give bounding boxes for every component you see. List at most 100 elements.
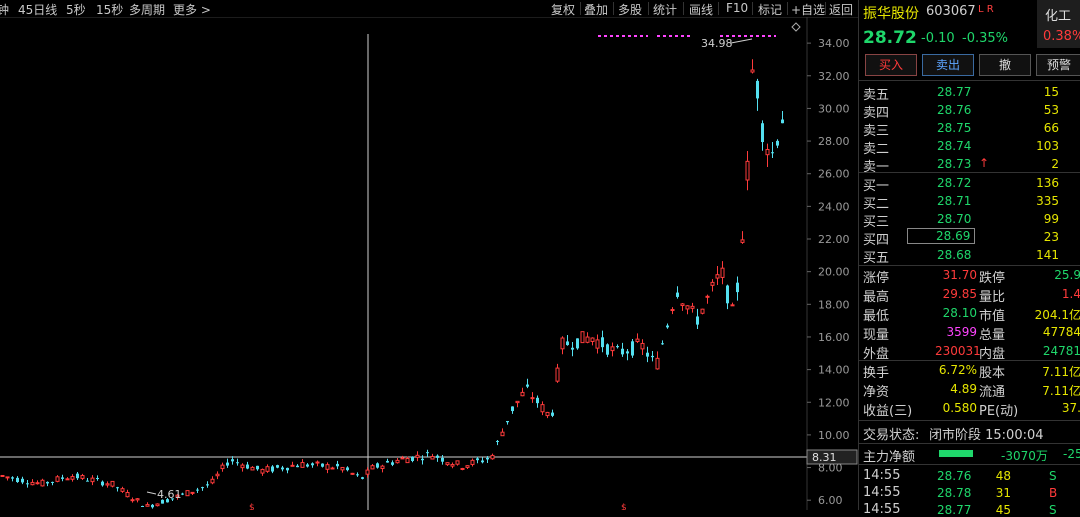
candle-body <box>540 404 545 413</box>
candle-body <box>631 341 634 356</box>
candle-body <box>666 325 669 328</box>
cancel-order-button[interactable]: 撤 <box>979 54 1031 76</box>
tick-volume: 45 <box>995 503 1011 517</box>
price-axis-label: 24.00 <box>818 200 850 213</box>
candle-body <box>281 467 284 470</box>
candle-body <box>315 461 320 464</box>
price-change-pct: -0.35% <box>962 31 1008 46</box>
candle-body <box>490 454 495 460</box>
candle-body <box>585 336 590 343</box>
candle-body <box>76 473 79 479</box>
tool-draw-line[interactable]: 画线 <box>689 3 714 17</box>
sector-box[interactable]: 化工 0.38% <box>1037 0 1080 48</box>
ask-level-label: 卖一 <box>863 160 890 175</box>
candle-body <box>430 456 435 460</box>
candle-body <box>506 420 509 423</box>
candle-body <box>391 462 394 465</box>
candle-body <box>400 457 405 460</box>
sector-name: 化工 <box>1045 9 1072 24</box>
quote-panel: 振华股份 603067 L R 化工 0.38% 28.72 -0.10 -0.… <box>858 0 1080 517</box>
period-5sec[interactable]: 5秒 <box>66 3 86 17</box>
period-multi[interactable]: 多周期 <box>129 3 166 17</box>
candle-body <box>110 480 115 487</box>
candle-body <box>515 400 520 404</box>
stat-value: 37. <box>1061 401 1080 415</box>
tick-side: S <box>1049 469 1057 483</box>
candle-body <box>340 466 345 471</box>
period-more[interactable]: 更多 > <box>173 3 211 17</box>
buy-button[interactable]: 买入 <box>865 54 917 76</box>
candle-body <box>756 80 759 99</box>
candle-body <box>125 492 130 498</box>
tool-multi-stock[interactable]: 多股 <box>618 3 643 17</box>
candle-body <box>680 303 685 307</box>
candle-body <box>601 337 604 348</box>
tick-price: 28.78 <box>937 486 972 500</box>
main-flow-label: 主力净额 <box>863 450 916 465</box>
sector-pct: 0.38% <box>1043 29 1080 44</box>
candle-body <box>555 367 560 382</box>
up-arrow-icon: ↑ <box>979 156 990 170</box>
tool-statistics[interactable]: 统计 <box>653 3 678 17</box>
candle-body <box>96 478 99 480</box>
candle-body <box>441 457 444 462</box>
candle-body <box>526 384 529 387</box>
tool-back[interactable]: 返回 <box>829 3 854 17</box>
price-axis-label: 6.00 <box>818 494 843 507</box>
candle-body <box>325 464 330 470</box>
candle-body <box>496 440 499 442</box>
ask-price: 28.76 <box>937 103 972 117</box>
candle-body <box>500 431 505 437</box>
stat-value: 230031 <box>935 344 981 358</box>
price-axis-label: 28.00 <box>818 135 850 148</box>
bid-level-label: 买三 <box>863 215 890 230</box>
main-flow-bar <box>939 450 973 457</box>
candle-body <box>580 331 585 344</box>
candle-body <box>90 477 95 483</box>
last-price: 28.72 <box>863 28 917 48</box>
price-axis-label: 34.00 <box>818 37 850 50</box>
ask-price: 28.75 <box>937 121 972 135</box>
period-15sec[interactable]: 15秒 <box>96 3 124 17</box>
bid-level-label: 买四 <box>863 233 890 248</box>
price-axis-label: 32.00 <box>818 70 850 83</box>
candle-body <box>61 477 64 479</box>
candle-body <box>290 464 295 467</box>
candle-body <box>415 454 420 458</box>
candle-body <box>486 457 489 460</box>
candle-body <box>300 462 305 468</box>
candle-body <box>166 499 169 503</box>
candle-body <box>101 481 104 486</box>
stat-value: 6.72% <box>938 363 977 377</box>
candle-body <box>590 337 595 342</box>
bid-level-label: 买一 <box>863 179 890 194</box>
candle-body <box>640 342 645 350</box>
candle-body <box>690 305 695 309</box>
stat-value: 3599 <box>946 325 977 339</box>
tool-overlay[interactable]: 叠加 <box>584 3 609 17</box>
stat-label: 收益(三) <box>863 404 913 419</box>
candlestick-chart[interactable]: 8.31 34.00 32.00 30.00 28.00 26.00 24.00 22.00… <box>0 17 858 510</box>
period-minute[interactable]: 钟 <box>0 3 10 17</box>
tool-restore-right[interactable]: 复权 <box>551 3 576 17</box>
candle-body <box>781 119 784 124</box>
sell-button[interactable]: 卖出 <box>922 54 974 76</box>
candle-body <box>566 341 569 346</box>
alert-button[interactable]: 预警 <box>1036 54 1080 76</box>
tool-f10[interactable]: F10 <box>726 1 749 15</box>
high-price-label: 34.98 <box>701 37 733 50</box>
period-45day[interactable]: 45日线 <box>18 3 58 17</box>
candle-body <box>520 391 525 397</box>
tool-add-watchlist[interactable]: +自选 <box>791 3 826 17</box>
tool-mark[interactable]: 标记 <box>758 3 783 17</box>
candle-body <box>135 498 140 501</box>
candle-body <box>65 478 70 481</box>
candle-body <box>455 460 460 465</box>
candle-body <box>175 494 180 498</box>
candle-body <box>646 352 649 357</box>
candle-body <box>560 337 565 350</box>
candle-body <box>185 490 190 497</box>
ask-volume: 66 <box>1043 121 1059 135</box>
candle-body <box>265 466 270 472</box>
chart-settings-icon[interactable] <box>791 22 801 32</box>
